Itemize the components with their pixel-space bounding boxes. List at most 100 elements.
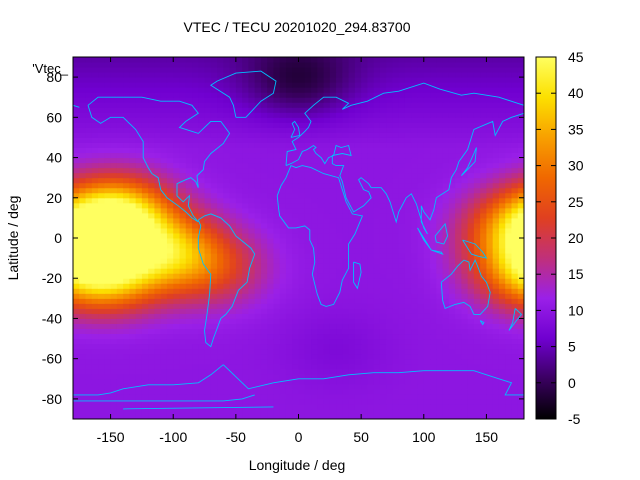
- heatmap-cell: [511, 263, 519, 269]
- heatmap-cell: [204, 97, 212, 103]
- heatmap-cell: [317, 368, 325, 375]
- heatmap-cell: [461, 333, 469, 340]
- heatmap-cell: [298, 107, 306, 113]
- heatmap-cell: [298, 258, 306, 264]
- heatmap-cell: [248, 147, 256, 154]
- heatmap-cell: [298, 202, 306, 209]
- heatmap-cell: [85, 263, 93, 269]
- heatmap-cell: [467, 147, 475, 154]
- heatmap-cell: [448, 157, 456, 164]
- heatmap-cell: [411, 373, 419, 380]
- heatmap-cell: [135, 278, 143, 284]
- heatmap-cell: [210, 383, 218, 390]
- heatmap-cell: [386, 393, 393, 400]
- heatmap-cell: [411, 92, 419, 98]
- heatmap-cell: [260, 72, 268, 78]
- heatmap-cell: [91, 197, 99, 204]
- heatmap-cell: [329, 403, 337, 410]
- heatmap-cell: [192, 313, 199, 319]
- heatmap-cell: [285, 283, 293, 289]
- heatmap-cell: [505, 373, 512, 380]
- heatmap-cell: [267, 393, 274, 400]
- heatmap-cell: [323, 137, 331, 143]
- heatmap-cell: [386, 323, 393, 329]
- heatmap-cell: [267, 117, 274, 123]
- heatmap-cell: [498, 268, 506, 274]
- heatmap-cell: [135, 182, 143, 189]
- heatmap-cell: [404, 268, 412, 274]
- heatmap-cell: [210, 142, 218, 148]
- heatmap-cell: [398, 243, 406, 249]
- heatmap-cell: [436, 157, 444, 164]
- heatmap-cell: [348, 408, 356, 415]
- heatmap-cell: [154, 152, 162, 159]
- heatmap-cell: [217, 413, 224, 420]
- heatmap-cell: [467, 348, 475, 355]
- heatmap-cell: [254, 293, 262, 299]
- heatmap-cell: [141, 248, 149, 254]
- heatmap-cell: [511, 227, 519, 234]
- heatmap-cell: [442, 192, 450, 199]
- heatmap-cell: [517, 343, 525, 350]
- heatmap-cell: [361, 403, 368, 410]
- heatmap-cell: [98, 212, 105, 219]
- heatmap-cell: [279, 132, 287, 138]
- heatmap-cell: [254, 92, 262, 98]
- heatmap-cell: [473, 388, 481, 395]
- heatmap-cell: [273, 293, 281, 299]
- heatmap-cell: [292, 117, 299, 123]
- heatmap-cell: [229, 333, 237, 340]
- heatmap-cell: [498, 243, 506, 249]
- heatmap-cell: [160, 263, 168, 269]
- heatmap-cell: [311, 403, 318, 410]
- heatmap-cell: [179, 112, 187, 118]
- heatmap-cell: [254, 97, 262, 103]
- heatmap-cell: [517, 278, 525, 284]
- heatmap-cell: [260, 383, 268, 390]
- heatmap-cell: [317, 102, 325, 108]
- heatmap-cell: [392, 298, 400, 304]
- heatmap-cell: [336, 413, 343, 420]
- heatmap-cell: [135, 413, 143, 420]
- heatmap-cell: [386, 192, 393, 199]
- heatmap-cell: [267, 243, 274, 249]
- heatmap-cell: [185, 232, 193, 239]
- heatmap-cell: [235, 288, 243, 294]
- heatmap-cell: [461, 102, 469, 108]
- heatmap-cell: [179, 122, 187, 128]
- heatmap-cell: [204, 343, 212, 350]
- heatmap-cell: [129, 383, 137, 390]
- heatmap-cell: [292, 182, 299, 189]
- heatmap-cell: [235, 67, 243, 73]
- heatmap-cell: [423, 202, 431, 209]
- heatmap-cell: [323, 318, 331, 324]
- heatmap-cell: [173, 368, 180, 375]
- heatmap-cell: [498, 263, 506, 269]
- heatmap-cell: [492, 413, 500, 420]
- heatmap-cell: [373, 348, 381, 355]
- heatmap-cell: [298, 323, 306, 329]
- heatmap-cell: [436, 413, 444, 420]
- heatmap-cell: [116, 368, 124, 375]
- heatmap-cell: [323, 258, 331, 264]
- heatmap-cell: [505, 232, 512, 239]
- heatmap-cell: [260, 388, 268, 395]
- heatmap-cell: [436, 348, 444, 355]
- heatmap-cell: [455, 403, 462, 410]
- heatmap-cell: [148, 253, 155, 259]
- heatmap-cell: [223, 187, 231, 194]
- heatmap-cell: [348, 263, 356, 269]
- heatmap-cell: [285, 192, 293, 199]
- heatmap-cell: [160, 373, 168, 380]
- heatmap-cell: [354, 182, 362, 189]
- heatmap-cell: [148, 338, 155, 345]
- heatmap-cell: [505, 92, 512, 98]
- heatmap-cell: [285, 368, 293, 375]
- heatmap-cell: [430, 192, 437, 199]
- heatmap-cell: [210, 222, 218, 229]
- heatmap-cell: [185, 358, 193, 365]
- heatmap-cell: [336, 137, 343, 143]
- heatmap-cell: [223, 243, 231, 249]
- heatmap-cell: [98, 197, 105, 204]
- heatmap-cell: [148, 243, 155, 249]
